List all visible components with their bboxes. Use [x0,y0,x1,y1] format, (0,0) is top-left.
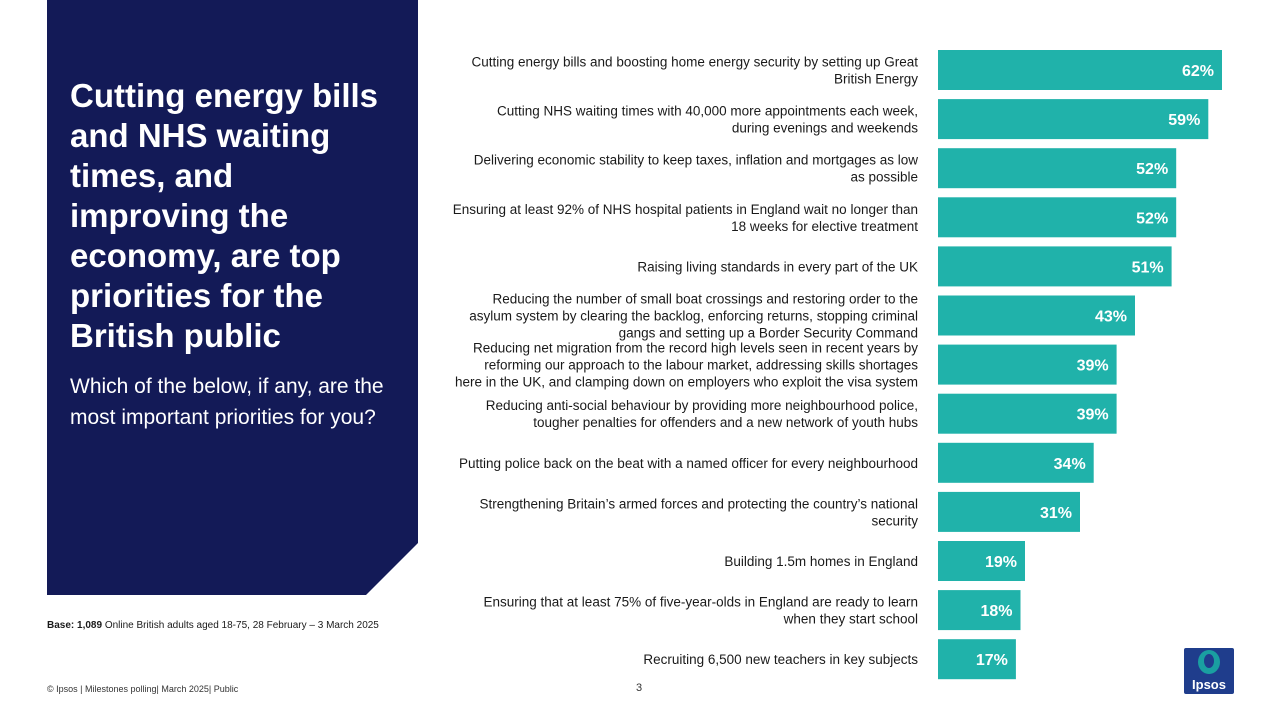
category-label-line: British Energy [834,72,918,87]
category-label-line: tougher penalties for offenders and a ne… [533,415,918,430]
bar-6 [938,295,1135,336]
bar-8 [938,393,1117,434]
page-number: 3 [636,682,643,694]
logo-swirl-inner [1204,654,1214,668]
bar-value-label-7: 39% [1077,358,1109,375]
bar-12 [938,590,1021,631]
category-label-line: Ensuring that at least 75% of five-year-… [484,595,919,610]
category-label-line: asylum system by clearing the backlog, e… [469,309,918,324]
bar-value-label-4: 52% [1136,210,1168,227]
logo-text: Ipsos [1192,677,1226,692]
bar-value-label-5: 51% [1132,259,1164,276]
category-label-line: Building 1.5m homes in England [724,554,918,569]
category-label-8: Reducing anti-social behaviour by provid… [486,398,919,430]
question-subtitle: Which of the below, if any, are the most… [70,375,384,429]
bar-3 [938,148,1177,189]
bar-13 [938,639,1016,680]
ipsos-logo: Ipsos [1184,648,1234,694]
category-label-3: Delivering economic stability to keep ta… [474,153,918,185]
bar-value-label-10: 31% [1040,505,1072,522]
base-text: Online British adults aged 18-75, 28 Feb… [102,620,379,631]
bar-4 [938,197,1177,238]
bar-value-label-6: 43% [1095,309,1127,326]
category-label-line: Putting police back on the beat with a n… [459,456,918,471]
category-label-4: Ensuring at least 92% of NHS hospital pa… [453,202,919,234]
bar-value-label-2: 59% [1168,112,1200,129]
category-label-line: here in the UK, and clamping down on emp… [455,375,918,390]
footer-text: © Ipsos | Milestones polling| March 2025… [47,684,239,694]
category-label-line: security [871,513,918,528]
category-label-7: Reducing net migration from the record h… [455,341,918,390]
bar-11 [938,541,1025,581]
category-label-line: Ensuring at least 92% of NHS hospital pa… [453,202,918,217]
bar-value-label-1: 62% [1182,63,1214,80]
category-label-line: Cutting energy bills and boosting home e… [471,55,918,70]
category-label-line: Reducing anti-social behaviour by provid… [486,398,918,413]
base-label: Base: 1,089 [47,620,103,631]
category-label-11: Building 1.5m homes in England [724,554,918,569]
category-label-6: Reducing the number of small boat crossi… [469,292,918,341]
bar-10 [938,491,1080,532]
category-label-5: Raising living standards in every part o… [637,259,918,274]
category-label-10: Strengthening Britain’s armed forces and… [479,496,918,528]
base-note: Base: 1,089 Online British adults aged 1… [47,620,379,631]
category-label-line: Delivering economic stability to keep ta… [474,153,918,168]
bar-7 [938,344,1117,385]
category-label-line: during evenings and weekends [732,121,918,136]
category-label-2: Cutting NHS waiting times with 40,000 mo… [497,104,918,136]
bar-1 [938,50,1222,90]
category-label-line: when they start school [783,612,918,627]
category-label-12: Ensuring that at least 75% of five-year-… [484,595,919,627]
category-label-line: Reducing the number of small boat crossi… [493,292,918,307]
bar-value-label-3: 52% [1136,161,1168,178]
category-label-13: Recruiting 6,500 new teachers in key sub… [643,652,918,667]
category-label-line: Cutting NHS waiting times with 40,000 mo… [497,104,918,119]
category-label-9: Putting police back on the beat with a n… [459,456,918,471]
bar-9 [938,442,1094,483]
bar-5 [938,246,1172,287]
title-panel [47,0,418,595]
category-label-line: Reducing net migration from the record h… [473,341,918,356]
bar-value-label-11: 19% [985,554,1017,571]
category-label-line: Raising living standards in every part o… [637,259,918,274]
category-label-line: 18 weeks for elective treatment [731,219,918,234]
category-label-1: Cutting energy bills and boosting home e… [471,55,918,87]
bar-value-label-13: 17% [976,652,1008,669]
page-title: Cutting energy bills and NHS waiting tim… [70,77,379,354]
bar-value-label-9: 34% [1054,456,1086,473]
category-label-line: gangs and setting up a Border Security C… [619,326,918,341]
bar-value-label-12: 18% [980,603,1012,620]
category-label-line: as possible [850,170,918,185]
category-label-line: Recruiting 6,500 new teachers in key sub… [643,652,918,667]
category-label-line: Strengthening Britain’s armed forces and… [479,496,918,511]
bar-2 [938,99,1209,140]
bar-value-label-8: 39% [1077,407,1109,424]
category-label-line: reforming our approach to the labour mar… [484,358,918,373]
